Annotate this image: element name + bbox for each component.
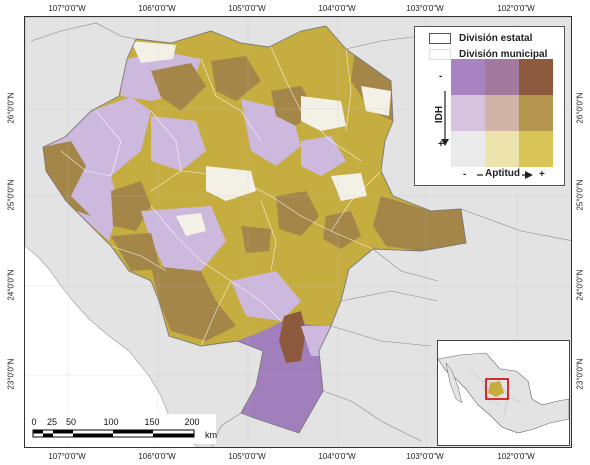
inset-canvas xyxy=(438,341,569,445)
graticule-left-label: 23°0'0"N xyxy=(6,358,16,390)
locator-inset-map[interactable] xyxy=(437,340,570,446)
state-division-swatch xyxy=(429,33,451,44)
graticule-right-label: 25°0'0"N xyxy=(575,179,585,211)
graticule-bottom-label: 104°0'0"W xyxy=(318,452,356,461)
municipal-boundaries xyxy=(60,46,382,347)
graticule-top-label: 102°0'0"W xyxy=(497,4,535,13)
municipal-division-swatch xyxy=(429,49,451,60)
graticule-bottom-label: 105°0'0"W xyxy=(228,452,266,461)
legend-state-division: División estatal xyxy=(429,33,532,44)
inset-baja-california xyxy=(445,362,463,404)
scale-label: 50 xyxy=(65,417,77,427)
scale-label: 200 xyxy=(184,417,200,427)
graticule-top-label: 106°0'0"W xyxy=(138,4,176,13)
graticule-right-label: 24°0'0"N xyxy=(575,269,585,301)
bivar-cell-idh-mid-apt-high xyxy=(519,95,553,131)
bivariate-legend-grid xyxy=(451,59,553,167)
graticule-top-label: 105°0'0"W xyxy=(228,4,266,13)
aptitud-axis-label: Aptitud xyxy=(483,168,522,179)
idh-plus-label: + xyxy=(438,139,444,150)
graticule-bottom-label: 102°0'0"W xyxy=(497,452,535,461)
map-legend: División estatal División municipal - ID… xyxy=(414,26,565,186)
scale-label: 0 xyxy=(31,417,37,427)
graticule-lines xyxy=(25,17,571,447)
graticule-top-label: 107°0'0"W xyxy=(48,4,86,13)
bivar-cell-idh-mid-apt-low xyxy=(451,95,485,131)
state-boundary xyxy=(42,25,467,434)
scale-unit: km xyxy=(205,430,217,440)
graticule-right-label: 26°0'0"N xyxy=(575,92,585,124)
scale-bar-graphic xyxy=(32,429,195,438)
graticule-right-label: 23°0'0"N xyxy=(575,358,585,390)
legend-municipal-division: División municipal xyxy=(429,49,547,60)
state-division-label: División estatal xyxy=(459,33,533,44)
graticule-bottom-label: 103°0'0"W xyxy=(406,452,444,461)
bivar-cell-idh-high-apt-low xyxy=(451,131,485,167)
graticule-top-label: 104°0'0"W xyxy=(318,4,356,13)
graticule-left-label: 24°0'0"N xyxy=(6,269,16,301)
bivar-cell-idh-low-apt-mid xyxy=(485,59,519,95)
aptitud-minus-label: - xyxy=(463,169,467,180)
bivar-cell-idh-mid-apt-mid xyxy=(485,95,519,131)
bivar-cell-idh-low-apt-low xyxy=(451,59,485,95)
bivariate-zones xyxy=(43,41,466,433)
scale-label: 25 xyxy=(46,417,58,427)
bivar-cell-idh-low-apt-high xyxy=(519,59,553,95)
inset-durango-highlight xyxy=(488,381,504,397)
bivar-cell-idh-high-apt-high xyxy=(519,131,553,167)
idh-axis-arrow xyxy=(441,91,449,146)
aptitud-plus-label: + xyxy=(539,169,545,180)
scale-label: 100 xyxy=(103,417,119,427)
graticule-bottom-label: 106°0'0"W xyxy=(138,452,176,461)
graticule-left-label: 26°0'0"N xyxy=(6,92,16,124)
bivar-cell-idh-high-apt-mid xyxy=(485,131,519,167)
graticule-top-label: 103°0'0"W xyxy=(406,4,444,13)
municipal-division-label: División municipal xyxy=(459,49,548,60)
graticule-bottom-label: 107°0'0"W xyxy=(48,452,86,461)
scale-bar: 0 25 50 100 150 200 km xyxy=(26,414,217,444)
idh-minus-label: - xyxy=(439,71,443,82)
graticule-left-label: 25°0'0"N xyxy=(6,179,16,211)
scale-label: 150 xyxy=(144,417,160,427)
inset-study-area-box xyxy=(485,378,509,400)
